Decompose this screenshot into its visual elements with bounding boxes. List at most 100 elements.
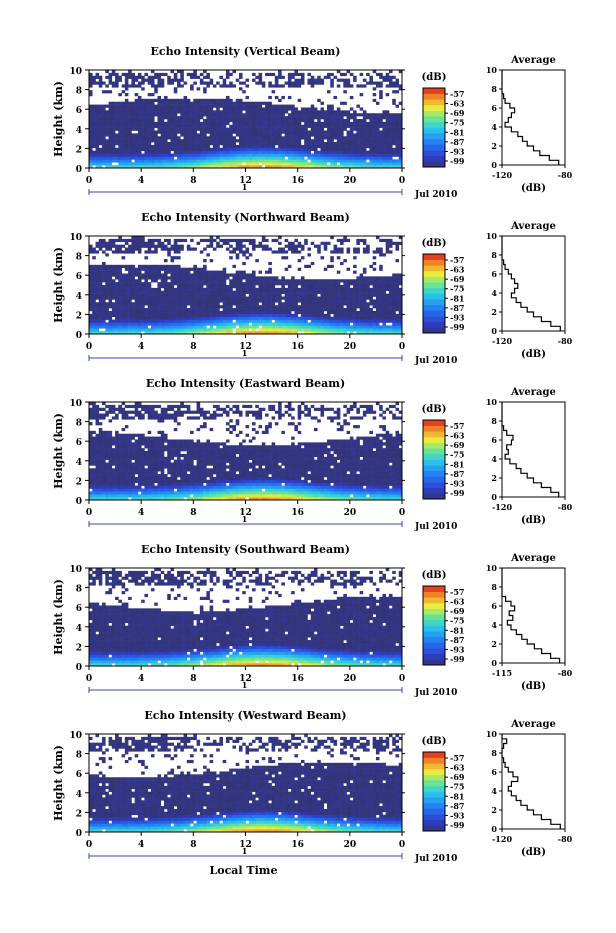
heatmap-cell bbox=[105, 245, 109, 248]
heatmap-cell bbox=[389, 311, 393, 314]
heatmap-cell bbox=[262, 276, 266, 279]
heatmap-cell bbox=[99, 156, 103, 159]
heatmap-cell bbox=[242, 297, 246, 300]
heatmap-cell bbox=[236, 245, 240, 248]
x-tick-label: 4 bbox=[138, 176, 144, 186]
heatmap-cell bbox=[369, 322, 373, 325]
heatmap-cell bbox=[324, 162, 328, 165]
heatmap-cell bbox=[190, 107, 194, 110]
heatmap-cell bbox=[395, 151, 399, 154]
heatmap-cell bbox=[304, 282, 308, 285]
heatmap-cell bbox=[131, 107, 135, 110]
heatmap-cell bbox=[144, 136, 148, 139]
heatmap-cell bbox=[138, 294, 142, 297]
heatmap-cell bbox=[187, 299, 191, 302]
heatmap-cell bbox=[190, 116, 194, 119]
heatmap-cell bbox=[167, 314, 171, 317]
heatmap-cell bbox=[275, 105, 279, 108]
heatmap-cell bbox=[392, 279, 396, 282]
heatmap-cell bbox=[109, 139, 113, 142]
heatmap-cell bbox=[278, 297, 282, 300]
heatmap-cell bbox=[223, 107, 227, 110]
heatmap-cell bbox=[347, 291, 351, 294]
heatmap-cell bbox=[350, 328, 354, 331]
heatmap-cell bbox=[246, 250, 250, 253]
heatmap-cell bbox=[392, 113, 396, 116]
heatmap-cell bbox=[373, 320, 377, 323]
heatmap-cell bbox=[171, 131, 175, 134]
heatmap-cell bbox=[382, 302, 386, 305]
heatmap-cell bbox=[239, 294, 243, 297]
heatmap-cell bbox=[330, 79, 334, 82]
heatmap-cell bbox=[242, 250, 246, 253]
heatmap-cell bbox=[337, 328, 341, 331]
heatmap-cell bbox=[128, 291, 132, 294]
heatmap-cell bbox=[252, 73, 256, 76]
heatmap-cell bbox=[386, 320, 390, 323]
heatmap-cell bbox=[232, 279, 236, 282]
heatmap-cell bbox=[373, 142, 377, 145]
heatmap-cell bbox=[236, 322, 240, 325]
heatmap-cell bbox=[265, 308, 269, 311]
heatmap-cell bbox=[151, 133, 155, 136]
heatmap-cell bbox=[376, 128, 380, 131]
heatmap-cell bbox=[128, 294, 132, 297]
heatmap-cell bbox=[232, 322, 236, 325]
heatmap-cell bbox=[350, 154, 354, 157]
heatmap-cell bbox=[246, 125, 250, 128]
heatmap-cell bbox=[96, 308, 100, 311]
heatmap-cell bbox=[379, 285, 383, 288]
heatmap-cell bbox=[219, 142, 223, 145]
heatmap-cell bbox=[347, 279, 351, 282]
heatmap-cell bbox=[363, 248, 367, 251]
heatmap-cell bbox=[210, 122, 214, 125]
heatmap-cell bbox=[197, 145, 201, 148]
heatmap-cell bbox=[206, 282, 210, 285]
heatmap-cell bbox=[89, 451, 93, 454]
heatmap-cell bbox=[177, 250, 181, 253]
heatmap-cell bbox=[281, 317, 285, 320]
heatmap-cell bbox=[148, 250, 152, 253]
heatmap-cell bbox=[317, 145, 321, 148]
heatmap-cell bbox=[219, 105, 223, 108]
heatmap-cell bbox=[337, 282, 341, 285]
heatmap-cell bbox=[138, 151, 142, 154]
heatmap-cell bbox=[317, 248, 321, 251]
heatmap-cell bbox=[164, 294, 168, 297]
heatmap-cell bbox=[118, 265, 122, 268]
heatmap-cell bbox=[180, 145, 184, 148]
heatmap-cell bbox=[239, 73, 243, 76]
heatmap-cell bbox=[89, 463, 93, 466]
heatmap-cell bbox=[353, 110, 357, 113]
profile-y-tick-label: 6 bbox=[491, 269, 497, 279]
heatmap-cell bbox=[307, 139, 311, 142]
heatmap-cell bbox=[272, 156, 276, 159]
heatmap-cell bbox=[334, 156, 338, 159]
heatmap-cell bbox=[109, 131, 113, 134]
heatmap-cell bbox=[141, 76, 145, 79]
heatmap-cell bbox=[171, 317, 175, 320]
heatmap-cell bbox=[395, 245, 399, 248]
heatmap-cell bbox=[112, 145, 116, 148]
heatmap-cell bbox=[327, 305, 331, 308]
heatmap-cell bbox=[219, 119, 223, 122]
heatmap-cell bbox=[285, 116, 289, 119]
heatmap-cell bbox=[373, 119, 377, 122]
heatmap-cell bbox=[122, 110, 126, 113]
heatmap-cell bbox=[347, 305, 351, 308]
heatmap-cell bbox=[259, 311, 263, 314]
heatmap-cell bbox=[324, 125, 328, 128]
heatmap-cell bbox=[363, 297, 367, 300]
heatmap-cell bbox=[324, 305, 328, 308]
heatmap-cell bbox=[115, 142, 119, 145]
heatmap-cell bbox=[102, 302, 106, 305]
heatmap-cell bbox=[151, 297, 155, 300]
heatmap-cell bbox=[157, 159, 161, 162]
heatmap-cell bbox=[210, 119, 214, 122]
heatmap-cell bbox=[314, 116, 318, 119]
heatmap-cell bbox=[177, 142, 181, 145]
heatmap-cell bbox=[131, 322, 135, 325]
heatmap-cell bbox=[242, 136, 246, 139]
heatmap-cell bbox=[265, 276, 269, 279]
heatmap-cell bbox=[148, 105, 152, 108]
